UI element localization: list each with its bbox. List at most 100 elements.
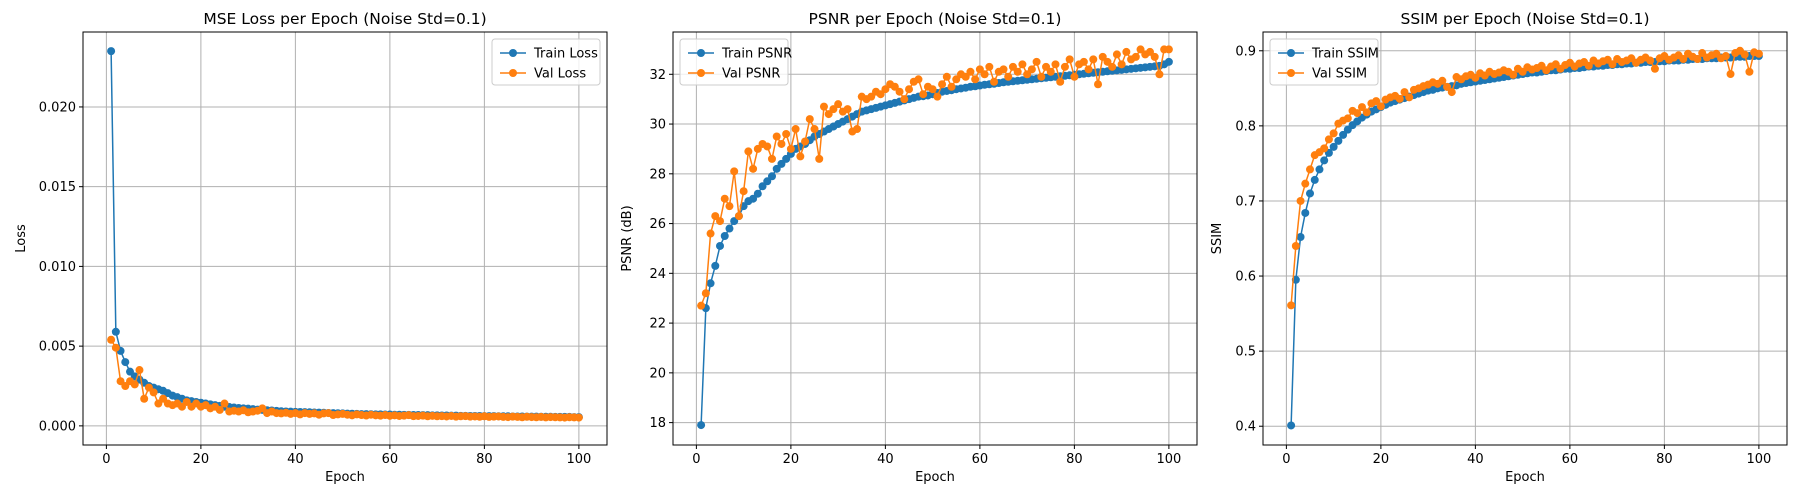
data-point xyxy=(111,343,120,352)
data-point xyxy=(1438,76,1447,85)
data-point xyxy=(791,125,800,134)
data-point xyxy=(952,75,961,84)
y-axis-label: SSIM xyxy=(1210,223,1225,255)
data-point xyxy=(928,85,937,94)
data-point xyxy=(815,154,824,163)
data-point xyxy=(706,229,715,238)
y-tick-label: 0.7 xyxy=(1235,194,1256,209)
data-point xyxy=(947,82,956,91)
data-point xyxy=(1032,57,1041,66)
data-point xyxy=(777,139,786,148)
data-point xyxy=(1079,57,1088,66)
data-point xyxy=(999,65,1008,74)
data-point xyxy=(796,152,805,161)
data-point xyxy=(753,144,762,153)
data-point xyxy=(1693,55,1702,64)
data-point xyxy=(1754,49,1763,58)
data-point xyxy=(1018,60,1027,69)
x-tick-label: 20 xyxy=(1373,452,1390,467)
data-point xyxy=(1395,94,1404,103)
data-point xyxy=(720,194,729,203)
data-point xyxy=(980,70,989,79)
legend-swatch-marker xyxy=(1287,69,1295,77)
y-tick-label: 0.6 xyxy=(1235,270,1256,285)
data-point xyxy=(1301,208,1310,217)
data-point xyxy=(1362,108,1371,117)
data-point xyxy=(1131,52,1140,61)
x-tick-label: 100 xyxy=(566,452,591,467)
legend-label: Train PSNR xyxy=(721,47,792,62)
x-tick-label: 80 xyxy=(1066,452,1083,467)
y-tick-label: 0.4 xyxy=(1235,420,1256,435)
x-tick-label: 0 xyxy=(1282,452,1290,467)
data-point xyxy=(1117,60,1126,69)
data-point xyxy=(1098,52,1107,61)
series-val-psnr xyxy=(697,45,1173,310)
data-point xyxy=(843,105,852,114)
y-tick-label: 32 xyxy=(649,68,666,83)
data-point xyxy=(881,85,890,94)
data-point xyxy=(1310,175,1319,184)
x-tick-label: 40 xyxy=(1467,452,1484,467)
data-point xyxy=(810,125,819,134)
data-point xyxy=(1443,82,1452,91)
chart-panel-2: 0 20 40 60 80 100 18 20 22 24 26 28 30 32 PSNR per Epo… xyxy=(620,10,1198,485)
chart-title: MSE Loss per Epoch (Noise Std=0.1) xyxy=(203,10,486,28)
axes-frame xyxy=(672,31,1198,446)
series-train-loss xyxy=(107,47,583,422)
data-point xyxy=(725,224,734,233)
series-train-psnr xyxy=(697,57,1173,430)
data-point xyxy=(730,167,739,176)
data-point xyxy=(933,92,942,101)
data-point xyxy=(725,202,734,211)
data-point xyxy=(734,212,743,221)
data-point xyxy=(739,187,748,196)
data-point xyxy=(706,279,715,288)
data-point xyxy=(1150,52,1159,61)
axes-frame xyxy=(1262,31,1788,446)
y-tick-label: 24 xyxy=(649,267,666,282)
data-point xyxy=(121,358,130,367)
data-point xyxy=(215,405,224,414)
data-point xyxy=(1108,62,1117,71)
legend-swatch-marker xyxy=(697,49,705,57)
series-val-ssim xyxy=(1287,46,1763,310)
y-tick-label: 26 xyxy=(649,217,666,232)
chart-title: SSIM per Epoch (Noise Std=0.1) xyxy=(1400,10,1649,28)
data-point xyxy=(1056,77,1065,86)
x-tick-label: 100 xyxy=(1746,452,1771,467)
data-point xyxy=(801,137,810,146)
data-point xyxy=(758,182,767,191)
data-point xyxy=(749,194,758,203)
data-point xyxy=(1145,47,1154,56)
x-tick-label: 80 xyxy=(1656,452,1673,467)
x-tick-label: 60 xyxy=(972,452,989,467)
legend: Train Loss Val Loss xyxy=(491,38,601,86)
data-point xyxy=(1089,55,1098,64)
data-point xyxy=(905,85,914,94)
data-point xyxy=(1306,189,1315,198)
data-point xyxy=(107,47,116,56)
data-point xyxy=(135,366,144,375)
data-point xyxy=(900,95,909,104)
data-point xyxy=(1306,165,1315,174)
data-point xyxy=(895,87,904,96)
data-point xyxy=(1122,47,1131,56)
data-point xyxy=(111,327,120,336)
data-point xyxy=(1329,129,1338,138)
data-point xyxy=(1320,156,1329,165)
series-val-loss xyxy=(107,335,583,422)
x-tick-label: 40 xyxy=(287,452,304,467)
legend: Train SSIM Val SSIM xyxy=(1269,38,1379,86)
x-tick-label: 60 xyxy=(1562,452,1579,467)
data-point xyxy=(716,217,725,226)
y-tick-label: 0.5 xyxy=(1235,345,1256,360)
x-axis-label: Epoch xyxy=(915,470,955,485)
data-point xyxy=(853,125,862,134)
data-point xyxy=(942,72,951,81)
x-tick-label: 0 xyxy=(102,452,110,467)
data-point xyxy=(914,75,923,84)
x-tick-label: 20 xyxy=(193,452,210,467)
data-point xyxy=(1296,196,1305,205)
legend-label: Val PSNR xyxy=(722,67,780,82)
